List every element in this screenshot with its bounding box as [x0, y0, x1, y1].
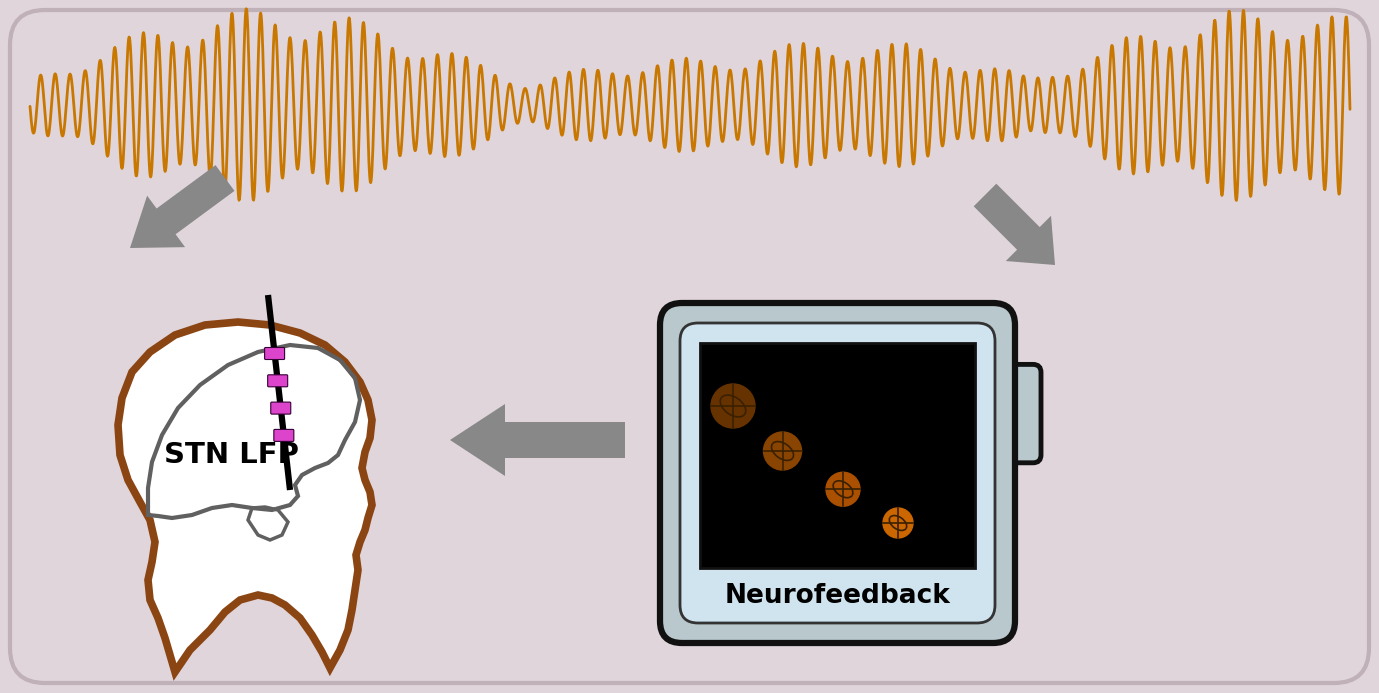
Bar: [701, 343, 975, 568]
FancyBboxPatch shape: [680, 323, 996, 623]
FancyBboxPatch shape: [10, 10, 1369, 683]
Text: STN LFP: STN LFP: [164, 441, 299, 469]
FancyBboxPatch shape: [270, 402, 291, 414]
Polygon shape: [130, 165, 234, 248]
Circle shape: [826, 472, 860, 507]
FancyBboxPatch shape: [268, 375, 288, 387]
FancyBboxPatch shape: [274, 430, 294, 441]
Circle shape: [712, 384, 754, 428]
Polygon shape: [119, 322, 372, 672]
Polygon shape: [450, 404, 625, 476]
FancyBboxPatch shape: [1005, 365, 1041, 463]
Text: Neurofeedback: Neurofeedback: [724, 583, 950, 609]
FancyBboxPatch shape: [265, 347, 284, 360]
Polygon shape: [974, 184, 1055, 265]
Circle shape: [764, 432, 801, 470]
Circle shape: [883, 508, 913, 538]
FancyBboxPatch shape: [661, 303, 1015, 643]
